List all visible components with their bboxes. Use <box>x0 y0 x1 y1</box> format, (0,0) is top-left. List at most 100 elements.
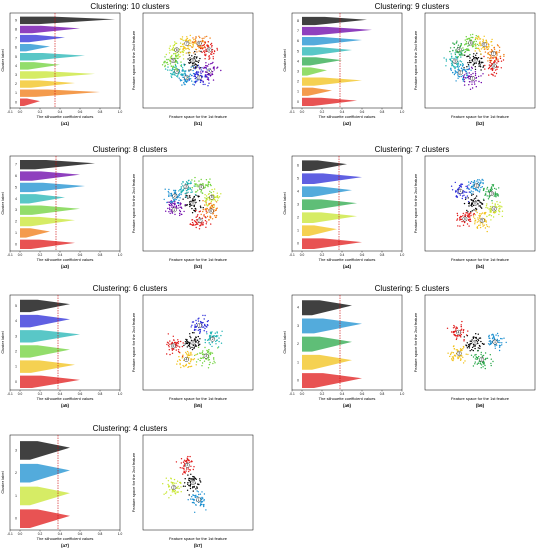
scatter-point <box>489 65 491 68</box>
scatter-point <box>201 365 203 367</box>
scatter-point <box>499 55 502 58</box>
x-tick-label: 0.0 <box>18 110 23 114</box>
scatter-point <box>198 344 200 346</box>
scatter-point <box>195 60 197 62</box>
silhouette-bar <box>302 173 362 184</box>
cluster-tick-label: 2 <box>15 82 17 86</box>
scatter-point <box>212 56 214 58</box>
scatter-point <box>182 76 184 79</box>
cluster-center-label: 2 <box>198 76 200 80</box>
scatter-point <box>463 81 466 83</box>
scatter-point <box>171 349 174 351</box>
scatter-point <box>183 73 185 75</box>
scatter-point <box>443 57 445 59</box>
scatter-point <box>193 185 195 187</box>
scatter-point <box>203 504 205 506</box>
scatter-point <box>215 201 218 203</box>
scatter-point <box>477 35 480 37</box>
scatter-point <box>449 355 451 358</box>
scatter-point <box>472 185 474 188</box>
scatter-point <box>198 493 200 496</box>
scatter-point <box>182 74 184 77</box>
scatter-point <box>469 216 471 218</box>
scatter-point <box>169 57 172 59</box>
scatter-point <box>181 345 184 348</box>
scatter-point <box>472 45 475 47</box>
scatter-point <box>174 202 176 204</box>
x-tick-label: 0.2 <box>38 392 43 396</box>
scatter-point <box>184 205 186 207</box>
scatter-point <box>174 52 176 55</box>
scatter-point <box>489 205 492 208</box>
scatter-point <box>474 37 477 39</box>
scatter-point <box>191 498 194 500</box>
scatter-point <box>484 352 487 354</box>
scatter-point <box>178 199 180 202</box>
cluster-center <box>468 40 474 46</box>
scatter-point <box>479 64 481 66</box>
scatter-point <box>164 68 167 70</box>
cluster-center-label: 3 <box>205 354 207 358</box>
scatter-point <box>459 359 462 361</box>
scatter-point <box>173 73 176 75</box>
silhouette-bar <box>20 89 100 97</box>
scatter-point <box>491 38 493 41</box>
scatter-point <box>203 52 206 54</box>
cluster-center-label: 2 <box>174 194 176 198</box>
scatter-point <box>474 47 477 49</box>
scatter-point <box>466 38 468 40</box>
scatter-point <box>189 335 191 338</box>
scatter-point <box>169 204 171 207</box>
scatter-point <box>195 488 197 490</box>
scatter-point <box>194 511 196 513</box>
silhouette-bar <box>20 314 70 328</box>
scatter-point <box>488 66 491 69</box>
scatter-point <box>450 62 453 64</box>
scatter-point <box>189 343 191 345</box>
scatter-point <box>496 62 498 64</box>
scatter-point <box>188 78 191 80</box>
scatter-point <box>185 196 187 198</box>
panel-title: Clustering: 5 clusters <box>375 284 450 293</box>
scatter-point <box>182 48 185 50</box>
scatter-point <box>200 72 202 75</box>
scatter-point <box>479 183 481 185</box>
scatter-point <box>200 71 202 73</box>
scatter-point <box>494 345 496 347</box>
scatter-point <box>204 327 206 330</box>
x-tick-label: 1.0 <box>400 110 405 114</box>
scatter-point <box>469 61 471 64</box>
scatter-point <box>469 350 471 352</box>
scatter-point <box>188 201 191 203</box>
scatter-point <box>205 195 208 197</box>
scatter-point <box>477 349 479 352</box>
scatter-point <box>203 500 205 502</box>
scatter-x-axis-label: Feature space for the 1st feature <box>169 114 228 119</box>
scatter-point <box>462 68 465 71</box>
scatter-point <box>189 455 191 458</box>
scatter-point <box>172 46 175 49</box>
scatter-point <box>486 48 488 51</box>
scatter-point <box>466 347 469 349</box>
silhouette-y-axis-label: Cluster label <box>0 471 5 493</box>
scatter-point <box>474 214 476 216</box>
scatter-point <box>477 57 480 59</box>
scatter-point <box>181 79 183 82</box>
panel-title: Clustering: 9 clusters <box>375 2 450 11</box>
scatter-point <box>463 202 466 205</box>
scatter-point <box>178 346 181 348</box>
scatter-point <box>453 46 455 49</box>
scatter-point <box>205 210 207 212</box>
scatter-point <box>179 210 182 213</box>
scatter-point <box>213 360 215 362</box>
scatter-point <box>168 47 171 49</box>
scatter-point <box>179 214 181 217</box>
scatter-point <box>196 74 199 76</box>
scatter-point <box>454 326 456 328</box>
scatter-point <box>472 349 474 352</box>
cluster-tick-label: 3 <box>15 208 17 212</box>
cluster-center <box>197 323 203 328</box>
scatter-point <box>174 64 177 67</box>
scatter-point <box>483 343 485 345</box>
scatter-point <box>167 69 169 71</box>
